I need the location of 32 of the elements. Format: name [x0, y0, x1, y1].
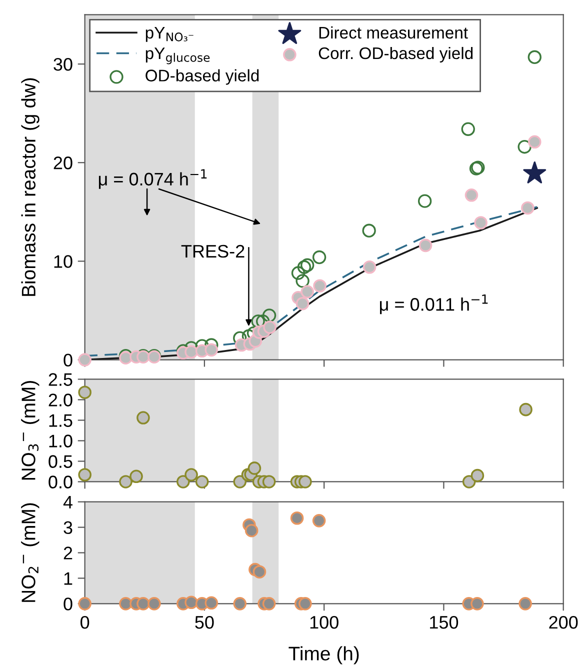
x-tick-label: 150 [430, 616, 458, 629]
legend-label: pY$_{glucose}$ [146, 48, 210, 64]
y-tick-label: 3 [64, 521, 72, 534]
y-tick-label: 0 [64, 354, 72, 367]
y-tick-label: 0 [64, 598, 72, 610]
y-axis-title: Biomass in reactor (g dw) [21, 78, 40, 296]
y-tick-label: 2 [64, 546, 72, 560]
annotation: μ = 0.011 h$^{−1}$ [380, 294, 488, 314]
y-tick-label: 2.5 [48, 373, 72, 386]
y-tick-label: 2.0 [48, 394, 72, 406]
y-tick-label: 4 [63, 496, 72, 508]
y-tick-label: 30 [54, 58, 72, 71]
y-axis-title: NO$_{3}$$^{−}$ (mM) [21, 381, 40, 480]
x-tick-label: 100 [310, 616, 338, 629]
y-tick-label: 20 [54, 156, 72, 170]
legend-label: Direct measurement [319, 26, 468, 39]
x-tick-label: 0 [80, 616, 90, 629]
y-axis-title: NO$_{2}$$^{−}$ (mM) [21, 503, 40, 602]
legend-label: Corr. OD-based yield [318, 46, 473, 62]
y-tick-label: 1.0 [49, 434, 72, 448]
legend-label: pY$_{NO₃⁻}$ [146, 26, 194, 42]
annotation: TRES-2 [181, 244, 244, 258]
y-tick-label: 0.0 [48, 476, 72, 488]
x-axis-title: Time (h) [288, 646, 359, 664]
y-tick-label: 0.5 [48, 455, 72, 468]
x-tick-label: 200 [549, 616, 578, 629]
y-tick-label: 1 [64, 572, 72, 585]
annotation: μ = 0.074 h$^{−1}$ [98, 169, 207, 189]
y-tick-label: 10 [54, 255, 72, 268]
y-tick-label: 1.5 [49, 414, 72, 427]
x-tick-label: 50 [195, 616, 214, 629]
legend-label: OD-based yield [146, 69, 259, 85]
